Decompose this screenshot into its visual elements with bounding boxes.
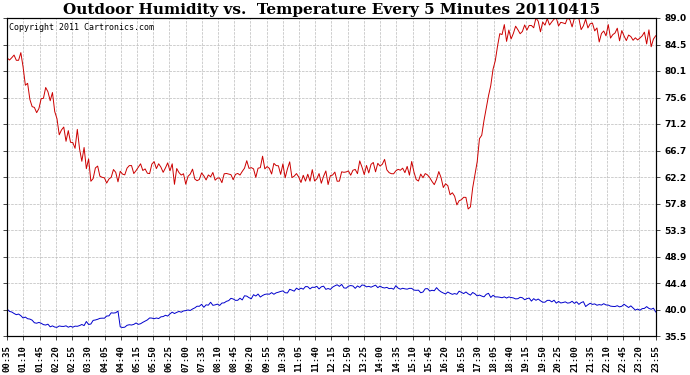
Title: Outdoor Humidity vs.  Temperature Every 5 Minutes 20110415: Outdoor Humidity vs. Temperature Every 5… [63,3,600,17]
Text: Copyright 2011 Cartronics.com: Copyright 2011 Cartronics.com [8,23,154,32]
